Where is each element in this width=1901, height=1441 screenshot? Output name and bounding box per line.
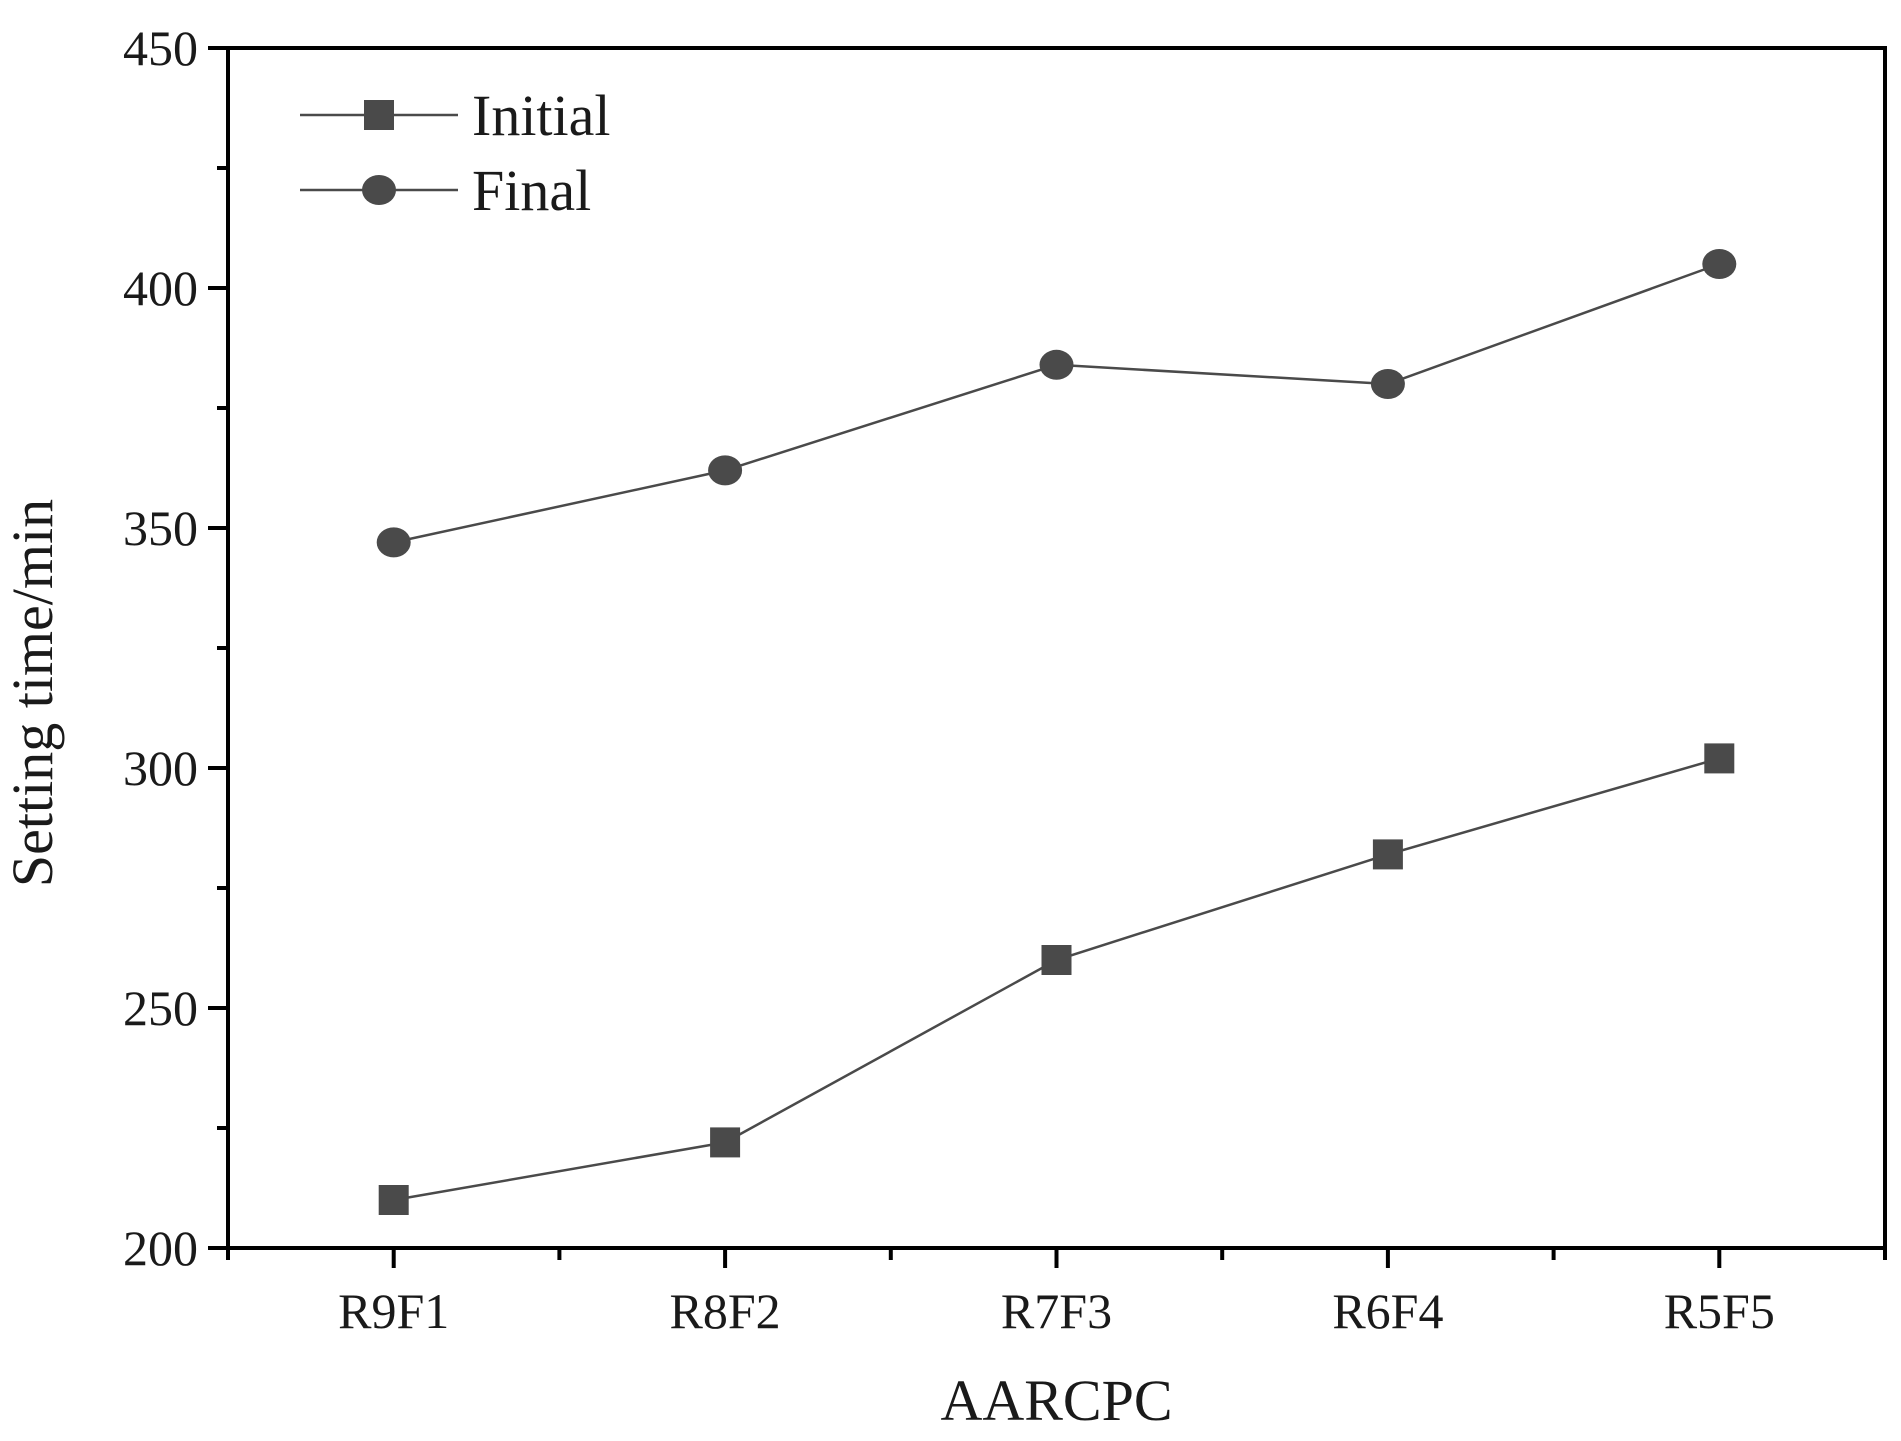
data-point-final bbox=[376, 527, 411, 558]
axes: 200 250 300 350 400 450 R9F1 R8F2 R7F3 R6F4 R5F5 bbox=[123, 20, 1887, 1339]
x-tick-label: R8F2 bbox=[670, 1283, 781, 1339]
x-tick-label: R7F3 bbox=[1001, 1283, 1112, 1339]
series-initial bbox=[378, 743, 1735, 1215]
x-tick-label: R9F1 bbox=[338, 1283, 449, 1339]
data-point-initial bbox=[710, 1127, 741, 1158]
y-tick-label: 200 bbox=[123, 1220, 198, 1276]
data-point-final bbox=[1702, 249, 1737, 279]
data-point-initial bbox=[1704, 743, 1735, 774]
series-layer bbox=[376, 249, 1737, 1215]
legend-item: Final bbox=[300, 158, 591, 223]
legend-label: Initial bbox=[472, 83, 611, 148]
legend-label: Final bbox=[472, 158, 591, 223]
y-tick-label: 300 bbox=[123, 740, 198, 796]
series-line bbox=[393, 262, 1720, 544]
legend-item: Initial bbox=[300, 83, 611, 148]
plot-frame bbox=[226, 46, 1887, 1250]
x-tick-label: R6F4 bbox=[1332, 1283, 1443, 1339]
series-final bbox=[376, 249, 1737, 558]
y-tick-label: 250 bbox=[123, 980, 198, 1036]
data-point-initial bbox=[378, 1185, 409, 1215]
x-axis-title: AARCPC bbox=[940, 1368, 1172, 1433]
data-point-final bbox=[708, 455, 743, 486]
x-tick-label: R5F5 bbox=[1664, 1283, 1775, 1339]
y-tick-label: 400 bbox=[123, 260, 198, 316]
y-axis-title: Setting time/min bbox=[0, 499, 65, 887]
data-point-final bbox=[1370, 369, 1405, 399]
data-point-initial bbox=[1041, 945, 1072, 975]
legend-marker bbox=[364, 100, 394, 130]
y-tick-label: 450 bbox=[123, 20, 198, 76]
y-tick-label: 350 bbox=[123, 500, 198, 556]
legend: Initial Final bbox=[300, 83, 611, 223]
legend-marker bbox=[362, 175, 396, 205]
data-point-final bbox=[1039, 349, 1074, 380]
data-point-initial bbox=[1372, 839, 1403, 870]
series-line bbox=[393, 757, 1720, 1202]
